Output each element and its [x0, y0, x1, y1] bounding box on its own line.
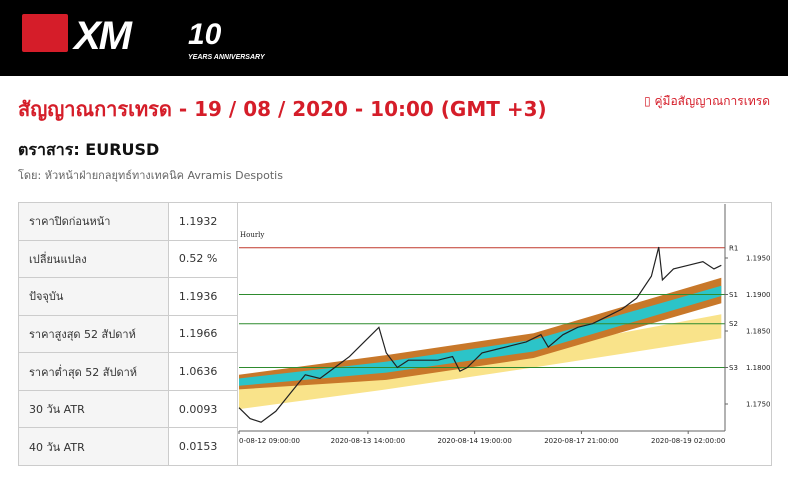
cell-value: 1.0636: [167, 352, 239, 391]
header: XM 10 YEARS ANNIVERSARY: [0, 0, 788, 76]
guide-link-text[interactable]: คู่มือสัญญาณการเทรด: [654, 94, 771, 108]
anniversary-number: 10: [188, 18, 222, 51]
cell-value: 1.1936: [167, 277, 239, 316]
level-label: S3: [729, 364, 738, 372]
cell-label: ราคาปิดก่อนหน้า: [18, 202, 169, 241]
y-tick-label: 1.1900: [746, 291, 771, 299]
x-tick-label: 2020-08-19 02:00:00: [651, 437, 725, 445]
cell-label: ราคาต่ำสุด 52 สัปดาห์: [18, 352, 169, 391]
level-label: R1: [729, 244, 738, 252]
price-line: [238, 246, 722, 423]
y-tick-label: 1.1850: [746, 328, 771, 336]
x-tick-label: 2020-08-13 14:00:00: [331, 437, 405, 445]
table-row: ราคาสูงสุด 52 สัปดาห์ 1.1966: [18, 314, 239, 354]
x-tick-label: 0-08-12 09:00:00: [239, 437, 300, 445]
band: [239, 277, 722, 390]
y-tick-label: 1.1750: [746, 400, 771, 408]
x-tick-label: 2020-08-17 21:00:00: [544, 437, 618, 445]
cell-value: 0.52 %: [167, 239, 239, 279]
y-tick-label: 1.1800: [746, 364, 771, 372]
cell-label: ปัจจุบัน: [18, 277, 169, 316]
x-tick-label: 2020-08-14 19:00:00: [437, 437, 511, 445]
table-row: 40 วัน ATR 0.0153: [18, 427, 239, 466]
table-row: ราคาต่ำสุด 52 สัปดาห์ 1.0636: [18, 352, 239, 391]
table-row: เปลี่ยนแปลง 0.52 %: [18, 239, 239, 279]
cell-value: 0.0093: [167, 389, 239, 429]
level-label: S1: [729, 291, 738, 299]
anniversary: 10 YEARS ANNIVERSARY: [188, 18, 265, 61]
y-tick-label: 1.1950: [746, 255, 771, 263]
cell-label: ราคาสูงสุด 52 สัปดาห์: [18, 314, 169, 354]
table-row: 30 วัน ATR 0.0093: [18, 389, 239, 429]
instrument: ตราสาร: EURUSD: [18, 140, 160, 159]
band: [239, 285, 722, 386]
cell-value: 1.1932: [167, 202, 239, 241]
anniversary-sub: YEARS ANNIVERSARY: [188, 54, 265, 61]
stats-table: ราคาปิดก่อนหน้า 1.1932 เปลี่ยนแปลง 0.52 % ปั…: [18, 202, 239, 466]
chart: Hourly R1 S1 S2 S3 1.1950 1.1900 1.1850 1.1800 1.…: [237, 202, 772, 466]
logo: XM: [22, 14, 132, 59]
logo-text: XM: [74, 14, 132, 58]
cell-value: 0.0153: [167, 427, 239, 466]
cell-label: 30 วัน ATR: [18, 389, 169, 429]
chart-title: Hourly: [240, 231, 264, 239]
guide-link[interactable]: ▯ คู่มือสัญญาณการเทรด: [644, 94, 771, 108]
level-label: S2: [729, 320, 738, 328]
table-row: ปัจจุบัน 1.1936: [18, 277, 239, 316]
cell-value: 1.1966: [167, 314, 239, 354]
page-title: สัญญาณการเทรด - 19 / 08 / 2020 - 10:00 (…: [18, 97, 547, 121]
table-row: ราคาปิดก่อนหน้า 1.1932: [18, 202, 239, 241]
cell-label: เปลี่ยนแปลง: [18, 239, 169, 279]
byline: โดย: หัวหน้าฝ่ายกลยุทธ์ทางเทคนิค Avramis…: [18, 169, 283, 182]
cell-label: 40 วัน ATR: [18, 427, 169, 466]
